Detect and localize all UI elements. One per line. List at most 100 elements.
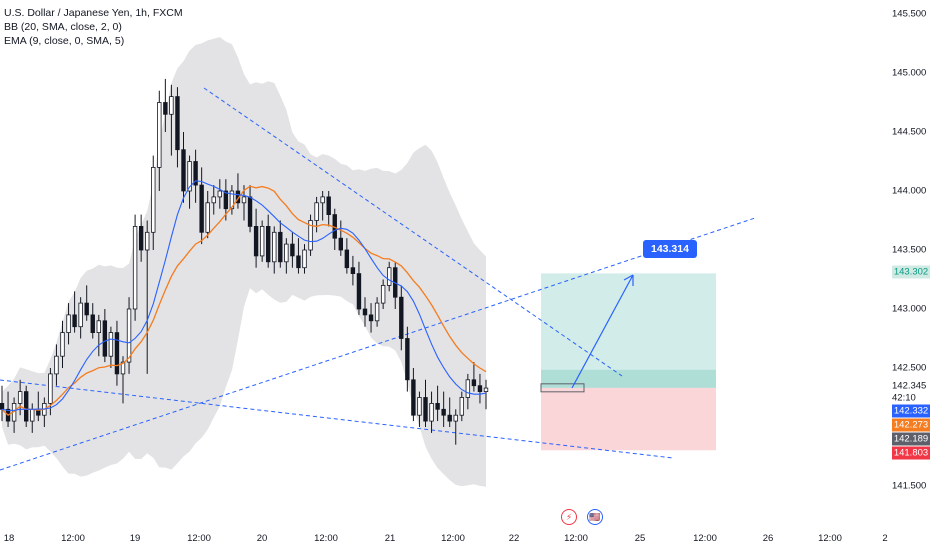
bb-indicator-label[interactable]: BB (20, SMA, close, 2, 0) (4, 21, 122, 33)
symbol-label[interactable]: U.S. Dollar / Japanese Yen, 1h, FXCM (4, 7, 183, 19)
ema-line (1, 180, 487, 412)
time-tick: 25 (634, 533, 646, 544)
candle-up (132, 225, 138, 310)
position-zone-layer (540, 273, 716, 451)
candle-up (151, 166, 156, 233)
candle-up (205, 202, 210, 233)
time-tick: 12:00 (564, 533, 588, 544)
candle-down (290, 243, 295, 257)
price-tag: 142.332 (892, 404, 930, 418)
price-tick: 143.500 (892, 244, 927, 256)
current-price-text: 142.345 (892, 380, 927, 392)
time-tick: 20 (256, 533, 268, 544)
candle-down (447, 414, 452, 422)
time-tick: 12:00 (61, 533, 85, 544)
time-tick: 12:00 (314, 533, 338, 544)
candle-up (54, 355, 59, 375)
candle-down (441, 408, 446, 416)
projection-arrow-line (571, 274, 634, 389)
lower-trendline (0, 379, 674, 459)
candle-down (138, 225, 144, 251)
candle-down (278, 231, 283, 263)
candle-down (181, 149, 186, 192)
price-tick: 145.500 (892, 8, 927, 20)
moving-average-layer (1, 180, 487, 417)
candlestick-layer (0, 78, 489, 445)
candle-down (338, 237, 343, 251)
candle-up (314, 202, 319, 221)
candle-down (368, 314, 374, 322)
time-tick: 12:00 (441, 533, 465, 544)
time-tick: 2 (882, 533, 888, 544)
candle-up (380, 284, 386, 304)
candle-down (296, 255, 301, 269)
candle-up (459, 397, 464, 416)
candle-up (78, 302, 83, 328)
candle-up (284, 243, 289, 263)
candle-up (217, 190, 222, 198)
candle-up (374, 302, 380, 322)
time-tick: 12:00 (187, 533, 211, 544)
price-chart[interactable] (0, 0, 890, 528)
target-price-label[interactable]: 143.314 (643, 240, 697, 258)
trendline-layer (0, 87, 756, 471)
candle-up (308, 220, 313, 251)
price-tick: 143.000 (892, 303, 927, 315)
candle-down (405, 338, 410, 381)
loss-zone (541, 387, 716, 451)
candle-down (23, 391, 29, 422)
candle-down (265, 225, 271, 263)
descending-trendline (203, 87, 623, 377)
entry-marker (540, 383, 585, 393)
candle-down (90, 314, 95, 333)
candle-up (259, 225, 265, 257)
candle-up (417, 397, 422, 416)
candle-up (30, 408, 35, 422)
price-tick: 142.500 (892, 362, 927, 374)
candle-down (163, 102, 168, 115)
projection-arrow-head (623, 274, 634, 286)
candle-up (120, 361, 126, 375)
time-axis[interactable]: 18 12:00 19 12:00 20 12:00 21 12:00 22 12:00 25 12:… (0, 528, 890, 550)
ema-indicator-label[interactable]: EMA (9, close, 0, SMA, 5) (4, 35, 125, 47)
price-tag: 142.273 (892, 418, 930, 432)
candle-down (471, 379, 477, 387)
candle-down (199, 184, 204, 233)
candle-down (411, 379, 416, 416)
candle-up (302, 249, 307, 269)
candle-up (272, 231, 277, 263)
candle-down (399, 296, 404, 339)
candle-down (435, 402, 440, 410)
candle-up (108, 332, 114, 357)
time-tick: 22 (508, 533, 520, 544)
price-tick: 141.500 (892, 480, 927, 492)
candle-up (60, 332, 65, 357)
time-tick: 12:00 (693, 533, 717, 544)
time-tick: 12:00 (818, 533, 842, 544)
candle-down (326, 196, 331, 215)
price-axis[interactable]: 145.500 145.000 144.500 144.000 143.500 … (890, 0, 932, 528)
price-tick: 145.000 (892, 67, 927, 79)
candle-up (465, 379, 471, 398)
candle-up (48, 373, 53, 404)
candle-down (84, 302, 89, 316)
candle-up (483, 387, 489, 392)
candle-down (102, 320, 108, 357)
profit-zone (541, 273, 716, 388)
price-tick: 144.500 (892, 126, 927, 138)
candle-down (350, 267, 356, 275)
candle-up (241, 196, 247, 204)
candle-up (429, 402, 434, 422)
candle-down (72, 314, 77, 328)
price-tag: 141.803 (892, 446, 930, 460)
candle-down (247, 196, 253, 227)
candle-up (386, 267, 392, 286)
bb-basis-line (1, 185, 487, 417)
us-flag-icon[interactable]: 🇺🇸 (587, 509, 603, 525)
time-tick: 19 (129, 533, 141, 544)
candle-up (66, 314, 71, 333)
chart-legend: U.S. Dollar / Japanese Yen, 1h, FXCM BB … (4, 6, 183, 48)
lightning-icon[interactable]: ⚡ (561, 509, 577, 525)
candle-up (211, 196, 216, 204)
